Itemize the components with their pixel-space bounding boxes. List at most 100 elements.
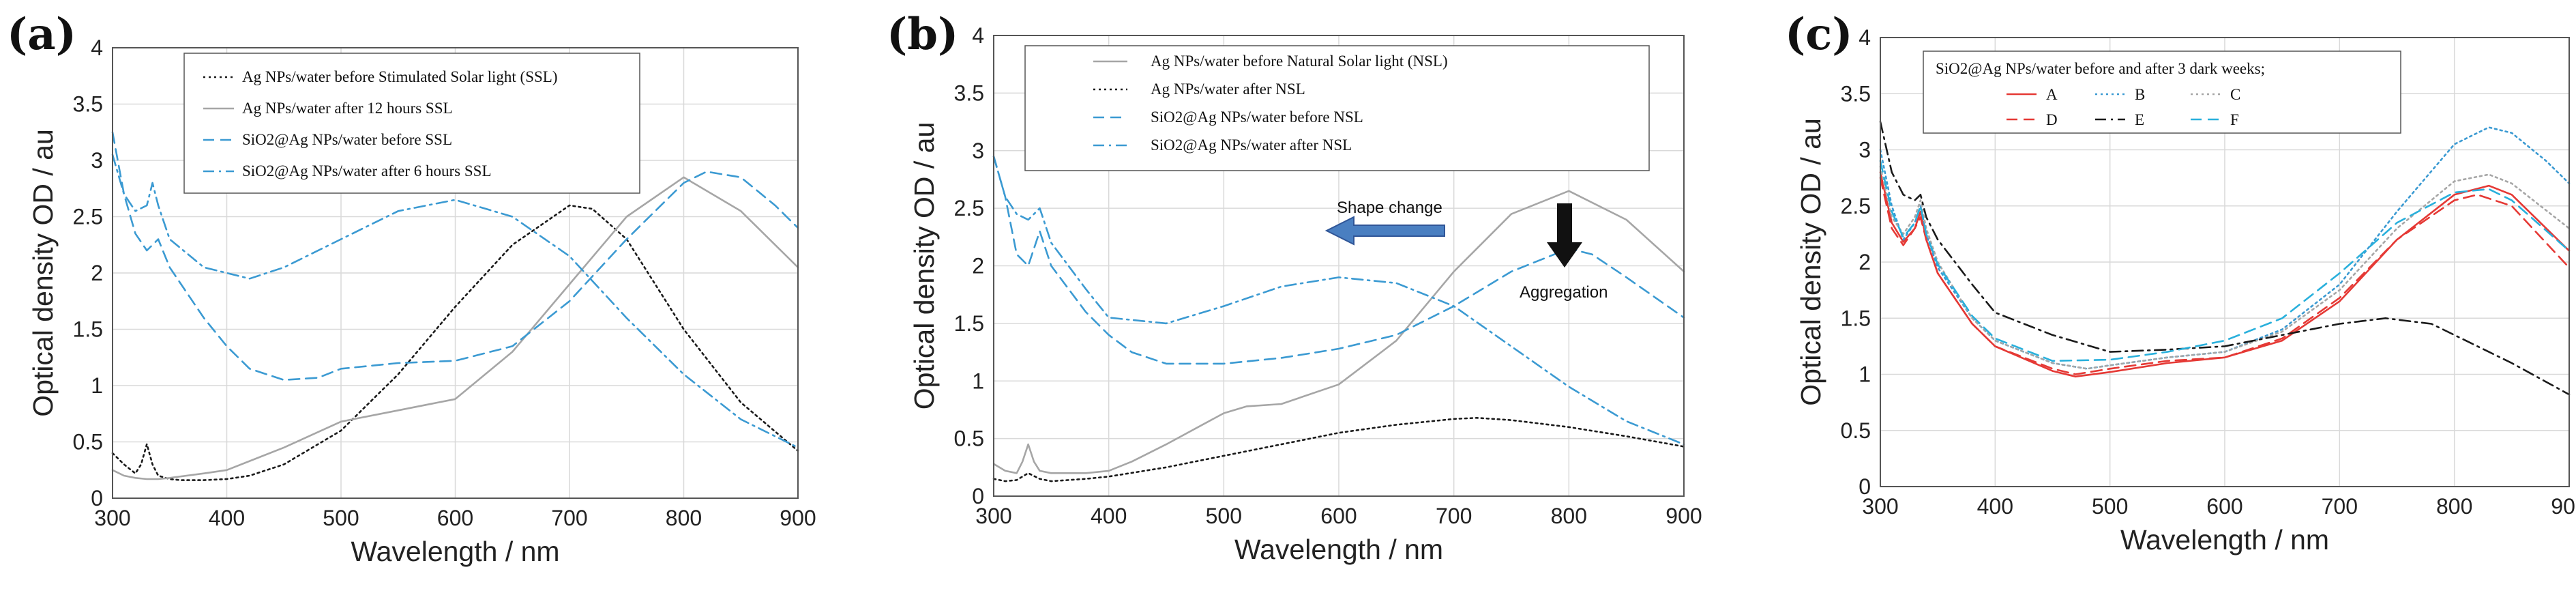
legend-label: SiO2@Ag NPs/water after 6 hours SSL (242, 162, 492, 179)
legend-items-b: Ag NPs/water before Natural Solar light … (1093, 53, 1448, 154)
x-tick-label: 400 (1091, 504, 1127, 528)
legend-items-a: Ag NPs/water before Stimulated Solar lig… (203, 68, 558, 179)
x-tick-label: 800 (666, 506, 702, 530)
x-tick-label: 800 (1551, 504, 1587, 528)
y-tick-label: 1 (91, 373, 103, 398)
series-line-1 (992, 190, 1685, 474)
panel-b: (b) 300 400 500 600 700 800 900 0 0.5 1 1.5 2 2.5 3 3… (887, 9, 1702, 565)
series-line-4 (992, 155, 1685, 446)
aggregation-arrow (1547, 203, 1582, 268)
y-tick-label: 2.5 (73, 205, 103, 229)
x-ticks-b: 300 400 500 600 700 800 900 (975, 504, 1702, 528)
y-tick-label: 0.5 (1841, 418, 1871, 443)
legend-a: Ag NPs/water before Stimulated Solar lig… (183, 53, 640, 194)
y-tick-label: 1.5 (954, 311, 984, 336)
legend-label: Ag NPs/water before Stimulated Solar lig… (242, 68, 558, 85)
legend-label: E (2135, 111, 2144, 128)
legend-box-c (1923, 51, 2401, 134)
series-line-2 (111, 176, 799, 480)
legend-box-a (183, 53, 640, 194)
x-tick-label: 500 (1206, 504, 1242, 528)
legend-label: SiO2@Ag NPs/water before SSL (242, 131, 452, 148)
series-line-3 (1879, 165, 2571, 370)
x-ticks-a: 300 400 500 600 700 800 900 (94, 506, 816, 530)
y-tick-label: 3 (1859, 138, 1871, 162)
series-group-c (1879, 121, 2571, 396)
y-tick-label: 2 (1859, 250, 1871, 274)
y-axis-label-a: Optical density OD / au (27, 129, 59, 417)
legend-label: SiO2@Ag NPs/water after NSL (1151, 136, 1352, 154)
series-line-6 (1879, 160, 2571, 362)
y-tick-label: 3.5 (954, 81, 984, 105)
y-ticks-c: 0 0.5 1 1.5 2 2.5 3 3.5 4 (1841, 25, 1871, 499)
x-tick-label: 800 (2436, 494, 2472, 519)
y-tick-label: 2.5 (1841, 194, 1871, 218)
y-tick-label: 2 (91, 261, 103, 285)
y-tick-label: 3.5 (73, 92, 103, 117)
legend-label: F (2230, 111, 2239, 128)
x-tick-label: 500 (323, 506, 359, 530)
plot-frame-b (993, 35, 1685, 497)
y-tick-label: 1 (972, 369, 984, 393)
legend-c: SiO2@Ag NPs/water before and after 3 dar… (1923, 51, 2401, 134)
y-tick-label: 4 (91, 35, 103, 60)
x-tick-label: 300 (975, 504, 1011, 528)
x-tick-label: 900 (1665, 504, 1702, 528)
x-tick-label: 700 (1436, 504, 1472, 528)
y-tick-label: 0.5 (954, 427, 984, 451)
y-tick-label: 2.5 (954, 196, 984, 220)
y-axis-label-b: Optical density OD / au (908, 122, 940, 410)
panel-label-b: (b) (887, 9, 958, 60)
series-line-4 (1879, 177, 2571, 375)
x-axis-label-c: Wavelength / nm (2120, 524, 2329, 556)
y-tick-label: 4 (1859, 25, 1871, 50)
legend-title-c: SiO2@Ag NPs/water before and after 3 dar… (1936, 60, 2265, 77)
series-group-a (111, 131, 799, 481)
x-tick-label: 700 (551, 506, 587, 530)
panel-c: (c) 300 400 500 600 700 800 900 0 0.5 1 1.5 2 2.5 3 3… (1785, 9, 2576, 556)
y-tick-label: 3.5 (1841, 81, 1871, 106)
series-line-1 (111, 204, 799, 481)
shape-change-arrow (1324, 216, 1445, 246)
legend-label: Ag NPs/water before Natural Solar light … (1151, 53, 1448, 70)
x-tick-label: 300 (1862, 494, 1898, 519)
legend-label: C (2230, 86, 2240, 103)
shape-change-label: Shape change (1337, 199, 1442, 217)
x-tick-label: 600 (2206, 494, 2242, 519)
x-tick-label: 900 (2551, 494, 2576, 519)
x-axis-label-b: Wavelength / nm (1234, 534, 1443, 565)
y-ticks-a: 0 0.5 1 1.5 2 2.5 3 3.5 4 (73, 35, 103, 510)
x-tick-label: 500 (2092, 494, 2128, 519)
y-tick-label: 1.5 (73, 317, 103, 342)
x-axis-label-a: Wavelength / nm (351, 536, 559, 567)
plot-frame-c (1880, 37, 2570, 487)
x-tick-label: 400 (1977, 494, 2013, 519)
y-tick-label: 0 (972, 484, 984, 508)
x-tick-label: 300 (94, 506, 130, 530)
x-tick-label: 400 (209, 506, 245, 530)
legend-items-c: A B C D E F (2007, 86, 2240, 128)
y-axis-label-c: Optical density OD / au (1795, 118, 1826, 406)
legend-label: Ag NPs/water after 12 hours SSL (242, 100, 453, 117)
series-line-3 (111, 131, 799, 381)
series-line-2 (992, 416, 1685, 482)
y-tick-label: 2 (972, 254, 984, 278)
y-tick-label: 4 (972, 23, 984, 48)
series-line-5 (1879, 121, 2571, 396)
legend-label: D (2046, 111, 2058, 128)
y-ticks-b: 0 0.5 1 1.5 2 2.5 3 3.5 4 (954, 23, 984, 508)
legend-box-b (1024, 45, 1650, 171)
x-tick-label: 700 (2322, 494, 2358, 519)
panel-label-a: (a) (7, 9, 76, 60)
x-tick-label: 600 (1320, 504, 1357, 528)
y-tick-label: 3 (972, 139, 984, 163)
series-line-1 (1879, 171, 2571, 378)
legend-label: Ag NPs/water after NSL (1151, 81, 1305, 98)
y-tick-label: 1 (1859, 362, 1871, 387)
aggregation-label: Aggregation (1520, 283, 1608, 302)
y-tick-label: 0 (1859, 474, 1871, 499)
legend-b: Ag NPs/water before Natural Solar light … (1024, 45, 1650, 171)
y-tick-label: 3 (91, 148, 103, 173)
x-tick-label: 600 (437, 506, 473, 530)
